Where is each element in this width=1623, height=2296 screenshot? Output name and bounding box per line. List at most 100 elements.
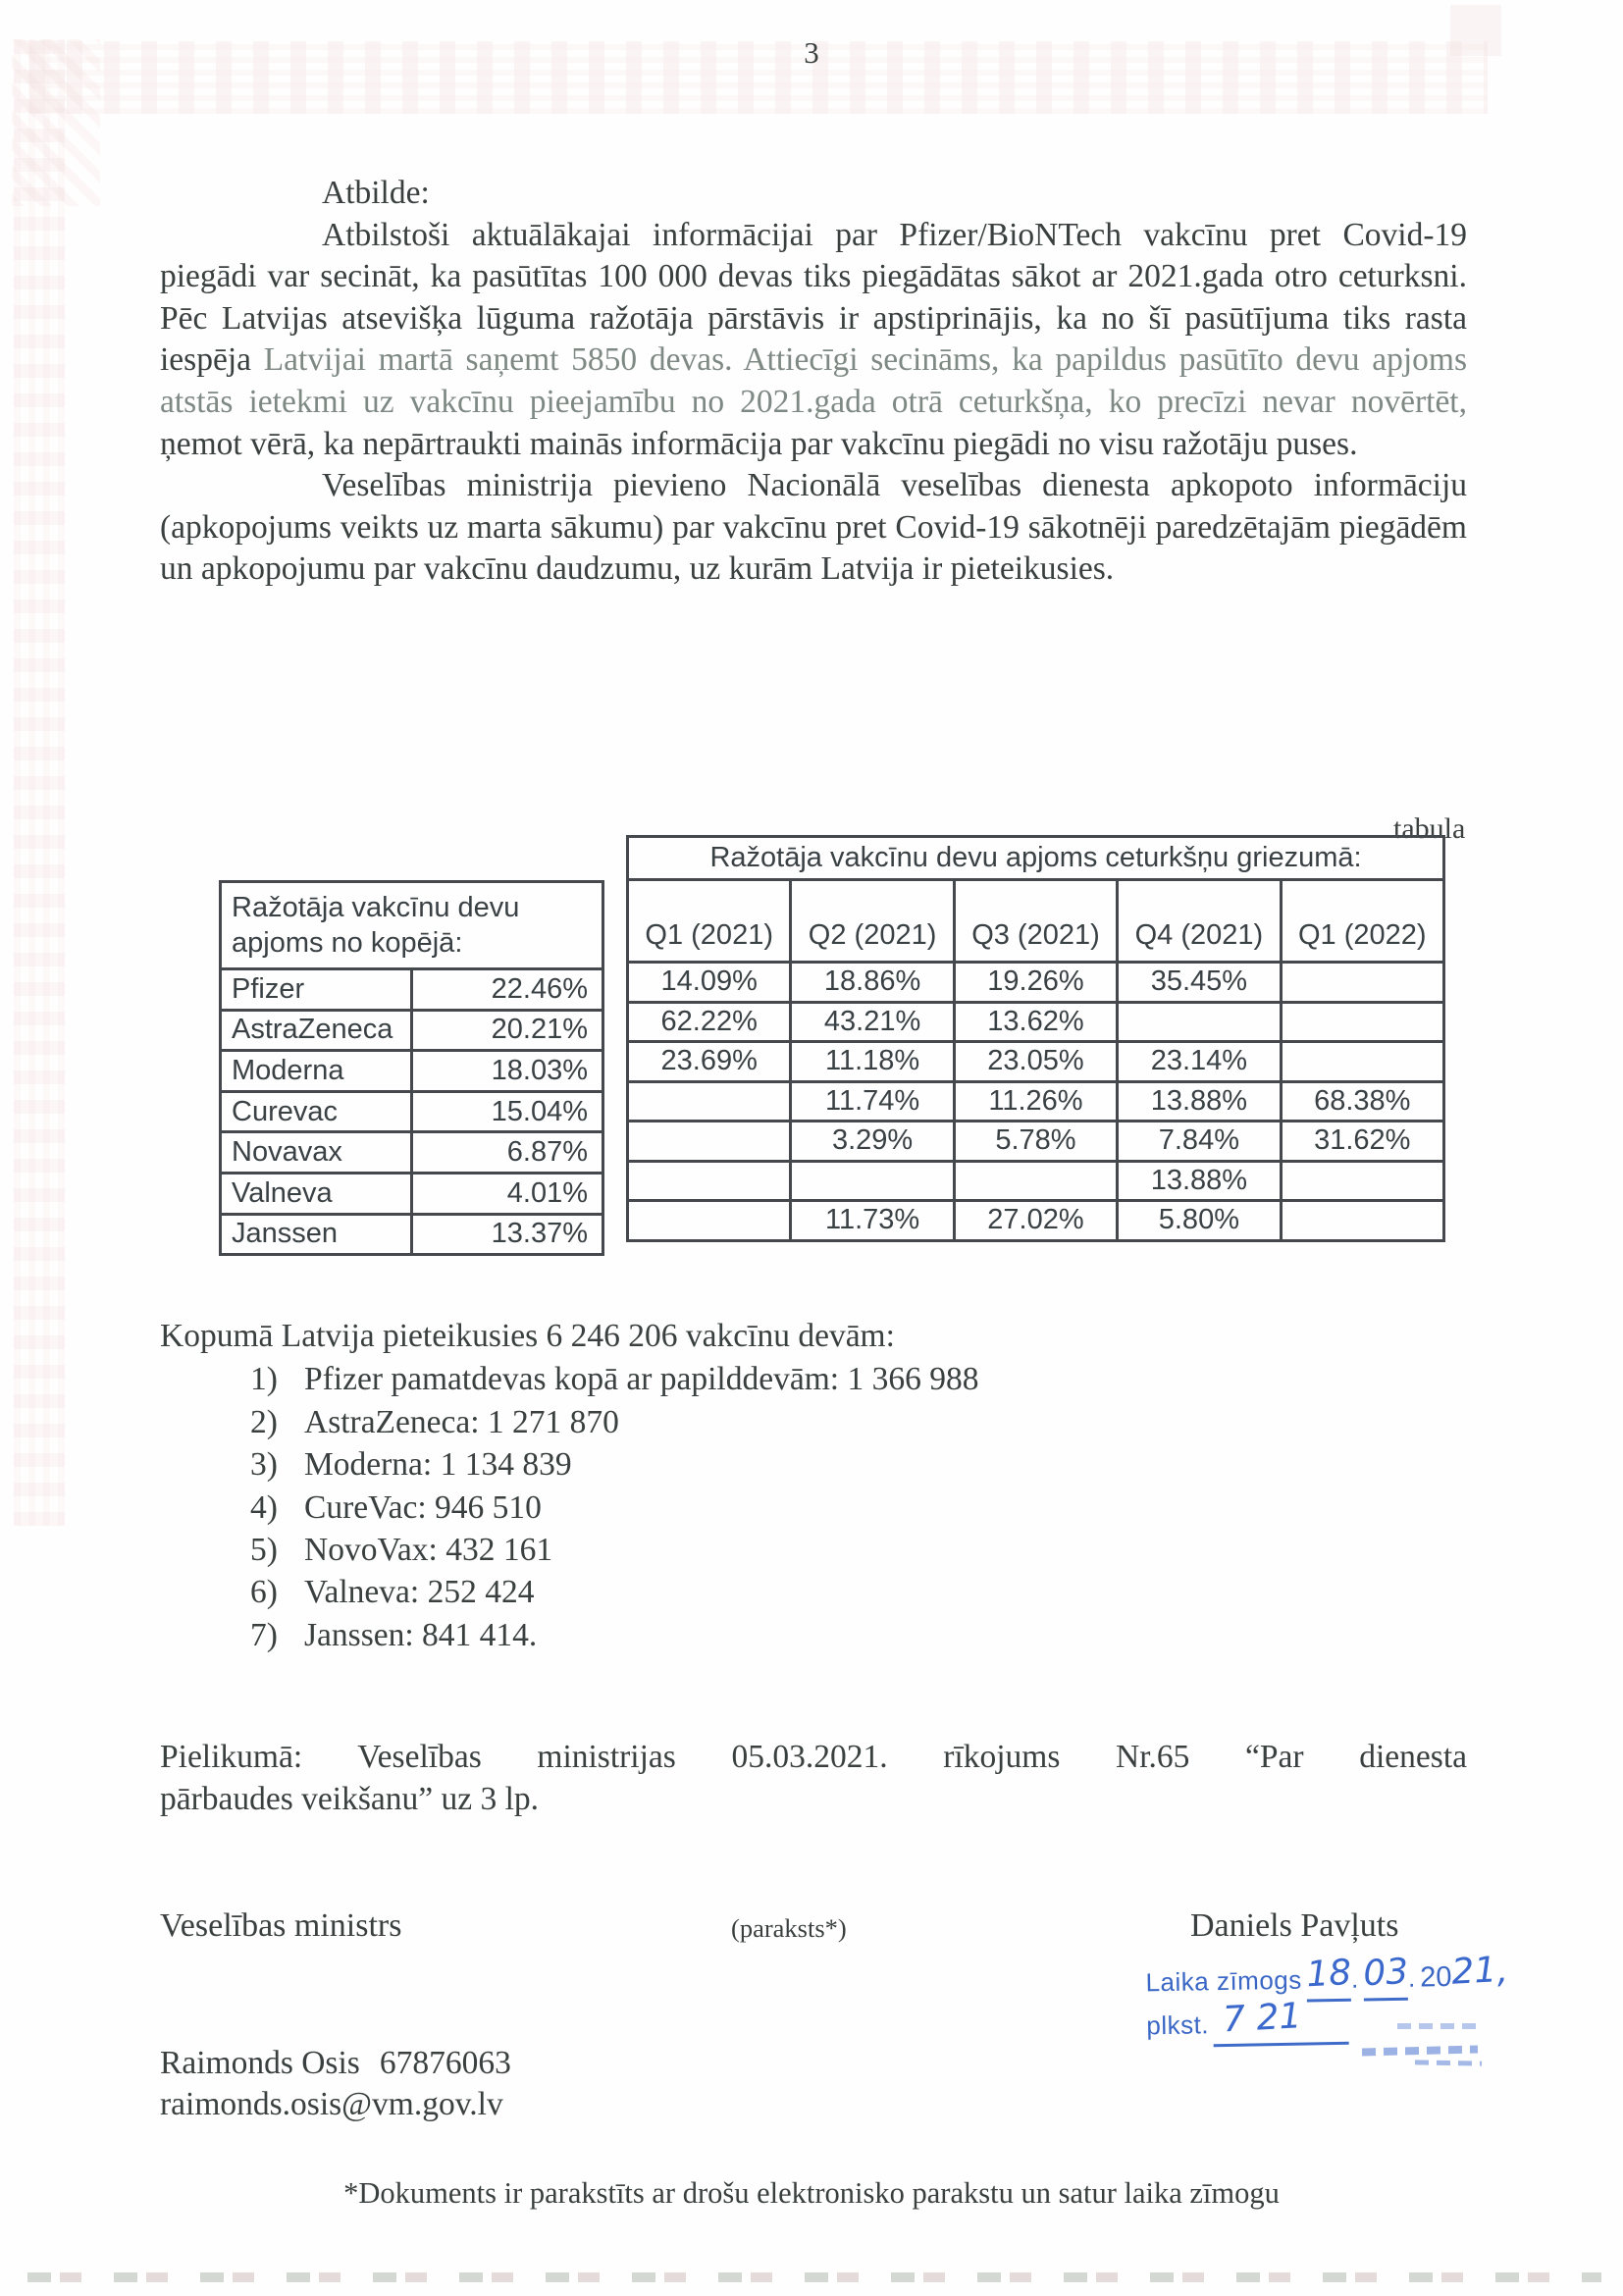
quarter-value-cell xyxy=(1279,1199,1446,1242)
quarter-value-cell: 7.84% xyxy=(1116,1120,1283,1163)
quarter-value-cell xyxy=(625,1199,793,1242)
paragraph-text: ņemot vērā, ka nepārtraukti mainās infor… xyxy=(160,425,1358,462)
table-row: 23.69% 11.18% 23.05% 23.14% xyxy=(625,1040,1446,1083)
stamp-month-blank: 03 xyxy=(1362,1952,1409,2002)
quarter-value-cell: 31.62% xyxy=(1279,1120,1446,1163)
share-value-cell: 4.01% xyxy=(410,1171,604,1216)
quarter-column-header: Q1 (2022) xyxy=(1279,878,1446,964)
quarter-value-cell: 23.05% xyxy=(952,1040,1120,1083)
table-header: Ražotāja vakcīnu devu apjoms no kopējā: xyxy=(219,880,604,970)
table-header-row: Ražotāja vakcīnu devu apjoms no kopējā: xyxy=(219,880,604,970)
list-item-text: Valneva: 252 424 xyxy=(304,1574,535,1611)
share-value-cell: 20.21% xyxy=(410,1008,604,1053)
manufacturer-cell: Curevac xyxy=(219,1089,413,1134)
list-item-number: 2) xyxy=(250,1403,278,1440)
paragraph-text: Atbilstoši aktuālākajai informācijai par… xyxy=(160,216,1467,379)
list-item-text: AstraZeneca: 1 271 870 xyxy=(304,1403,619,1440)
contact-block: Raimonds Osis 67876063 raimonds.osis@vm.g… xyxy=(160,2043,511,2125)
table-header: Ražotāja vakcīnu devu apjoms ceturkšņu g… xyxy=(626,835,1445,881)
share-value-cell: 13.37% xyxy=(410,1212,604,1257)
contact-name: Raimonds Osis xyxy=(160,2045,360,2081)
quarter-value-cell xyxy=(1279,1159,1446,1202)
quarter-value-cell: 5.78% xyxy=(952,1120,1120,1163)
list-item: 3) Moderna: 1 134 839 xyxy=(250,1443,1475,1486)
manufacturer-cell: Valneva xyxy=(219,1171,413,1216)
handwritten-time: 7 21 xyxy=(1222,1996,1303,2041)
list-item-number: 4) xyxy=(250,1488,278,1526)
scan-noise-bottom xyxy=(27,2272,1601,2282)
quarter-value-cell: 5.80% xyxy=(1116,1199,1283,1242)
quarter-value-cell xyxy=(1279,1000,1446,1043)
list-item-text: CureVac: 946 510 xyxy=(304,1488,542,1526)
quarter-value-cell xyxy=(1279,961,1446,1004)
table-row: 13.88% xyxy=(625,1159,1446,1202)
manufacturer-cell: AstraZeneca xyxy=(219,1008,413,1053)
quarter-value-cell xyxy=(789,1159,956,1202)
share-value-cell: 6.87% xyxy=(410,1130,604,1174)
manufacturer-cell: Pfizer xyxy=(219,967,413,1012)
share-value-cell: 18.03% xyxy=(410,1049,604,1093)
stamp-year-printed: 20 xyxy=(1419,1960,1452,1994)
table-row: Novavax 6.87% xyxy=(219,1130,604,1174)
table-row: 11.73% 27.02% 5.80% xyxy=(625,1199,1446,1242)
ink-smudge xyxy=(1397,2023,1480,2029)
quarter-value-cell: 14.09% xyxy=(625,961,793,1004)
signature-note: (paraksts*) xyxy=(731,1913,847,1943)
quarter-value-cell: 13.62% xyxy=(952,1000,1120,1043)
table-row: 11.74% 11.26% 13.88% 68.38% xyxy=(625,1079,1446,1122)
quarter-value-cell: 3.29% xyxy=(789,1120,956,1163)
table-row: Valneva 4.01% xyxy=(219,1171,604,1216)
scan-noise-left xyxy=(14,39,65,1526)
list-item-text: NovoVax: 432 161 xyxy=(304,1532,553,1569)
list-item-number: 3) xyxy=(250,1446,278,1484)
contact-phone: 67876063 xyxy=(379,2045,511,2081)
answer-paragraph-2: Veselības ministrija pievieno Nacionālā … xyxy=(160,467,1467,588)
share-value-cell: 15.04% xyxy=(410,1089,604,1134)
quarterly-breakdown-table: Ražotāja vakcīnu devu apjoms ceturkšņu g… xyxy=(625,835,1446,1242)
quarter-value-cell: 19.26% xyxy=(952,961,1120,1004)
list-item: 7) Janssen: 841 414. xyxy=(250,1614,1475,1656)
totals-intro: Kopumā Latvija pieteikusies 6 246 206 va… xyxy=(160,1318,895,1354)
handwritten-year: 21 xyxy=(1450,1950,1498,1993)
table-header-line: apjoms no kopējā: xyxy=(232,927,463,959)
handwritten-month: 03 xyxy=(1362,1951,1409,1995)
quarter-value-cell: 11.73% xyxy=(789,1199,956,1242)
answer-paragraph-1: Atbilstoši aktuālākajai informācijai par… xyxy=(160,215,1467,466)
signature-disclaimer: *Dokuments ir parakstīts ar drošu elektr… xyxy=(343,2176,1280,2210)
quarter-value-cell: 27.02% xyxy=(952,1199,1120,1242)
totals-list: 1) Pfizer pamatdevas kopā ar papilddevām:… xyxy=(160,1358,1475,1656)
table-column-header-row: Q1 (2021) Q2 (2021) Q3 (2021) Q4 (2021) Q1 (… xyxy=(625,878,1446,964)
table-row: Curevac 15.04% xyxy=(219,1089,604,1134)
totals-section: Kopumā Latvija pieteikusies 6 246 206 va… xyxy=(160,1315,1475,1656)
table-row: AstraZeneca 20.21% xyxy=(219,1008,604,1053)
quarter-value-cell: 68.38% xyxy=(1279,1079,1446,1122)
share-value-cell: 22.46% xyxy=(410,967,604,1012)
quarter-value-cell: 35.45% xyxy=(1116,961,1283,1004)
quarter-column-header: Q2 (2021) xyxy=(789,878,956,964)
list-item: 4) CureVac: 946 510 xyxy=(250,1487,1475,1529)
page-number: 3 xyxy=(804,35,819,70)
stamp-date-line: Laika zīmogs 18. 03. 2021, xyxy=(1145,1950,1529,2009)
stamp-label: plkst. xyxy=(1146,2009,1210,2041)
manufacturer-cell: Novavax xyxy=(219,1130,413,1174)
handwritten-comma: , xyxy=(1495,1950,1509,1992)
quarter-value-cell: 62.22% xyxy=(625,1000,793,1043)
list-item-number: 5) xyxy=(250,1532,278,1569)
paragraph-text-faded: Latvijai martā saņemt 5850 devas. Attiec… xyxy=(160,341,1468,420)
stamp-day-blank: 18 xyxy=(1305,1953,1352,2003)
list-item-number: 7) xyxy=(250,1616,278,1653)
quarter-value-cell xyxy=(625,1120,793,1163)
list-item-text: Pfizer pamatdevas kopā ar papilddevām: 1… xyxy=(304,1361,979,1398)
quarter-value-cell: 23.14% xyxy=(1116,1040,1283,1083)
contact-line: Raimonds Osis 67876063 xyxy=(160,2043,511,2084)
table-row: Moderna 18.03% xyxy=(219,1049,604,1093)
list-item-number: 1) xyxy=(250,1361,278,1398)
quarter-value-cell: 11.18% xyxy=(789,1040,956,1083)
manufacturer-share-table: Ražotāja vakcīnu devu apjoms no kopējā: … xyxy=(219,880,604,1257)
signer-position: Veselības ministrs xyxy=(160,1907,402,1944)
answer-label: Atbilde: xyxy=(322,175,430,211)
list-item: 5) NovoVax: 432 161 xyxy=(250,1529,1475,1571)
quarter-value-cell: 13.88% xyxy=(1116,1159,1283,1202)
signer-name: Daniels Pavļuts xyxy=(1190,1907,1399,1944)
table-row: Janssen 13.37% xyxy=(219,1212,604,1257)
